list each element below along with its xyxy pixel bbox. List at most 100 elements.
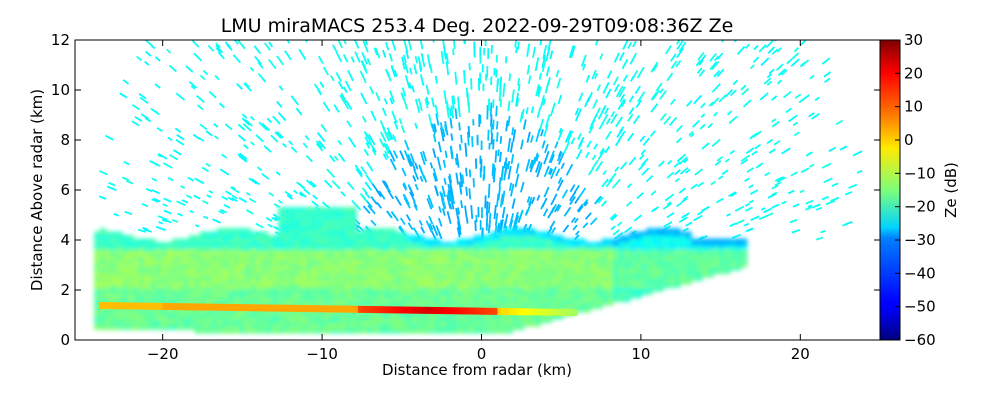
reflectivity-cell [289, 284, 296, 289]
reflectivity-cell [272, 287, 279, 292]
echo-mark [679, 167, 689, 175]
reflectivity-cell [311, 221, 318, 226]
reflectivity-cell [267, 294, 274, 299]
reflectivity-cell [685, 245, 692, 250]
echo-mark [231, 197, 238, 202]
echo-mark [432, 172, 437, 182]
reflectivity-cell [546, 256, 553, 261]
reflectivity-cell [294, 319, 302, 324]
reflectivity-cell [612, 263, 620, 268]
reflectivity-cell [618, 277, 625, 282]
echo-mark [605, 130, 612, 140]
echo-mark [375, 92, 381, 102]
reflectivity-cell [239, 256, 246, 261]
reflectivity-cell [378, 284, 385, 289]
reflectivity-cell [255, 273, 263, 278]
reflectivity-cell [490, 305, 497, 310]
reflectivity-cell [529, 231, 536, 236]
bright-band-cell [537, 308, 542, 316]
reflectivity-cell [691, 277, 698, 282]
reflectivity-cell [573, 252, 581, 257]
reflectivity-cell [177, 284, 184, 289]
reflectivity-cell [384, 322, 391, 327]
reflectivity-cell [278, 242, 285, 247]
reflectivity-cell [601, 249, 609, 254]
echo-mark [699, 123, 706, 130]
reflectivity-cell [467, 294, 475, 299]
reflectivity-cell [328, 280, 335, 285]
echo-mark [443, 46, 447, 60]
reflectivity-cell [328, 242, 335, 247]
echo-mark [766, 73, 772, 79]
reflectivity-cell [562, 284, 569, 289]
reflectivity-cell [440, 263, 447, 268]
reflectivity-cell [233, 319, 240, 324]
reflectivity-cell [149, 249, 157, 254]
reflectivity-cell [534, 301, 542, 306]
reflectivity-cell [501, 284, 508, 289]
reflectivity-cell [506, 242, 514, 247]
reflectivity-cell [172, 249, 179, 254]
reflectivity-cell [373, 228, 380, 233]
reflectivity-cell [668, 242, 675, 247]
reflectivity-cell [590, 284, 597, 289]
echo-mark [591, 154, 597, 161]
reflectivity-cell [339, 235, 346, 240]
reflectivity-cell [205, 273, 212, 278]
echo-mark [664, 193, 675, 202]
reflectivity-cell [462, 266, 469, 271]
reflectivity-cell [384, 249, 391, 254]
reflectivity-cell [635, 287, 642, 292]
reflectivity-cell [462, 242, 469, 247]
reflectivity-cell [741, 252, 748, 257]
reflectivity-cell [400, 280, 408, 285]
reflectivity-cell [334, 217, 341, 222]
echo-mark [491, 163, 495, 176]
echo-mark [443, 90, 448, 105]
echo-mark [728, 115, 738, 125]
reflectivity-cell [300, 235, 307, 240]
echo-mark [243, 144, 249, 150]
reflectivity-cell [596, 291, 603, 296]
reflectivity-cell [713, 270, 720, 275]
reflectivity-cell [395, 287, 402, 292]
reflectivity-cell [484, 301, 491, 306]
echo-mark [489, 102, 493, 116]
reflectivity-cell [434, 315, 441, 320]
echo-mark [436, 156, 442, 171]
reflectivity-cell [490, 319, 497, 324]
reflectivity-cell [105, 319, 112, 324]
reflectivity-cell [272, 245, 279, 250]
reflectivity-cell [328, 270, 335, 275]
reflectivity-cell [601, 294, 609, 299]
reflectivity-cell [200, 319, 207, 324]
echo-mark [794, 93, 802, 100]
reflectivity-cell [272, 277, 279, 282]
reflectivity-cell [518, 235, 525, 240]
reflectivity-cell [138, 291, 145, 296]
reflectivity-cell [607, 263, 614, 268]
reflectivity-cell [188, 319, 196, 324]
reflectivity-cell [406, 301, 413, 306]
echo-mark [547, 77, 551, 86]
echo-mark [492, 167, 496, 183]
reflectivity-cell [562, 280, 569, 285]
echo-mark [434, 104, 439, 118]
reflectivity-cell [523, 305, 530, 310]
reflectivity-cell [384, 301, 391, 306]
echo-mark [558, 127, 563, 134]
reflectivity-cell [612, 277, 620, 282]
bright-band-cell [238, 304, 243, 312]
reflectivity-cell [557, 263, 564, 268]
reflectivity-cell [512, 315, 519, 320]
reflectivity-cell [144, 319, 151, 324]
reflectivity-cell [406, 315, 413, 320]
reflectivity-cell [155, 280, 162, 285]
reflectivity-cell [138, 298, 145, 303]
reflectivity-cell [546, 263, 553, 268]
reflectivity-cell [328, 315, 335, 320]
reflectivity-cell [300, 294, 307, 299]
reflectivity-cell [222, 228, 229, 233]
reflectivity-cell [423, 291, 430, 296]
reflectivity-cell [412, 252, 419, 257]
